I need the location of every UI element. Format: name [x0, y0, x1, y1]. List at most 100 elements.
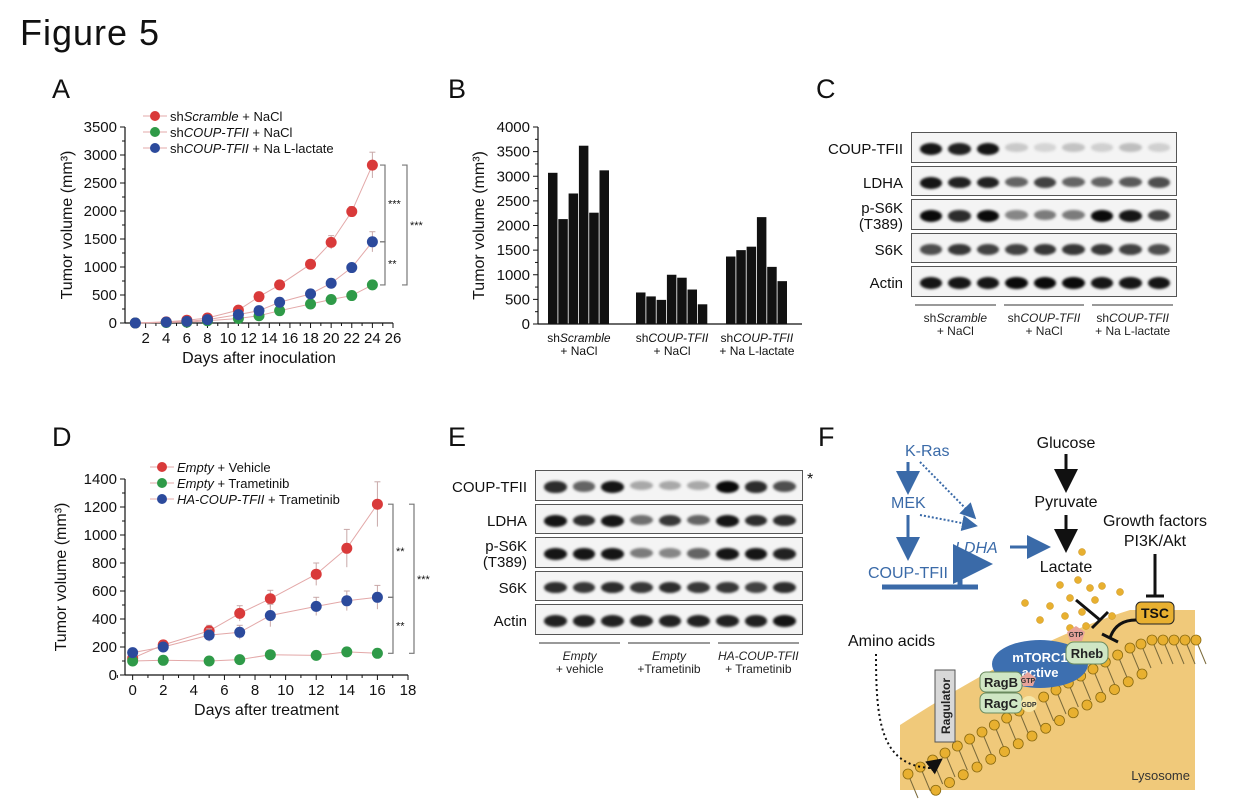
bar	[548, 172, 558, 324]
blot-band	[1005, 176, 1028, 188]
data-point	[346, 290, 358, 302]
blot-band	[1147, 277, 1170, 290]
blot-group-label-line2: +Trametinib	[637, 661, 701, 676]
blot-row-label: S6K	[498, 579, 527, 597]
blot-band	[920, 243, 943, 255]
data-point	[157, 641, 169, 653]
x-tick-label: 14	[261, 330, 278, 347]
data-point	[264, 649, 276, 661]
y-tick-label: 1500	[497, 242, 530, 259]
lactate-dot	[1078, 548, 1086, 556]
lipid-head	[1109, 684, 1120, 695]
blot-band	[1062, 143, 1085, 152]
lipid-head	[951, 740, 963, 752]
data-point	[366, 159, 378, 171]
blot-band	[1147, 176, 1170, 188]
data-point	[234, 607, 246, 619]
y-tick-label: 500	[505, 291, 530, 308]
y-axis-label: Tumor volume (mm³)	[59, 151, 76, 300]
legend-label: shCOUP-TFII + Na L-lactate	[170, 141, 334, 156]
data-point	[341, 542, 353, 554]
lipid-head	[1012, 738, 1024, 750]
ragulator-label: Ragulator	[939, 678, 953, 734]
legend-label: shCOUP-TFII + NaCl	[170, 125, 293, 140]
blot-strip	[911, 132, 1177, 163]
blot-band	[1147, 143, 1170, 152]
blot-band	[1033, 243, 1057, 255]
blot-band	[744, 514, 768, 527]
x-tick-label: 6	[220, 682, 228, 699]
blot-band	[920, 210, 943, 223]
y-tick-label: 3000	[497, 168, 530, 185]
blot-band	[744, 481, 768, 493]
blot-strip	[535, 537, 803, 568]
y-tick-label: 2500	[84, 175, 117, 192]
group-label: shCOUP-TFII	[636, 331, 709, 345]
blot-row-label: Actin	[493, 613, 527, 630]
data-point	[203, 629, 215, 641]
bar	[568, 193, 579, 324]
figure-title: Figure 5	[20, 12, 161, 53]
growth-factors-label: Growth factors	[1103, 513, 1207, 530]
blot-band	[544, 615, 567, 627]
data-point	[253, 291, 265, 303]
blot-strip	[911, 165, 1177, 196]
group-prefix: sh	[1096, 310, 1109, 325]
promoter-arrow-icon	[953, 544, 993, 587]
blot-row-label: LDHA	[486, 512, 527, 530]
data-point	[346, 262, 358, 274]
lactate-dot	[1082, 622, 1090, 630]
rheb-box	[1065, 641, 1109, 665]
x-tick-label: 8	[203, 330, 211, 347]
blot-band	[1119, 277, 1142, 290]
blot-band	[1090, 210, 1114, 223]
y-tick-label: 3500	[497, 144, 530, 161]
lactate-dot	[1066, 594, 1074, 602]
blot-band	[572, 581, 596, 593]
y-axis-label: Tumor volume (mm³)	[471, 151, 488, 300]
blot-band	[601, 481, 624, 494]
blot-band	[1119, 176, 1142, 188]
blot-band	[976, 210, 1000, 223]
blot-group-label: shScramble + NaCl	[911, 311, 1000, 338]
data-point	[341, 646, 353, 658]
gdp-label: GDP	[1021, 702, 1037, 709]
legend-marker	[157, 478, 167, 488]
x-tick-label: 4	[162, 330, 170, 347]
data-point	[274, 296, 286, 308]
legend-label: shScramble + NaCl	[170, 109, 282, 124]
blot-group-label-line1: shScramble	[911, 311, 1000, 325]
chart-b-tumor-volume-bars: 0 500 1000 1500 2000 2500 3000 3500 4000 Tumor vo…	[471, 119, 802, 358]
significance-label: **	[396, 546, 405, 558]
bar	[558, 219, 568, 324]
group-italic: COUP-TFII	[1020, 310, 1081, 325]
lactate-dot	[1078, 608, 1086, 616]
blot-band	[572, 481, 596, 492]
x-tick-label: 6	[183, 330, 191, 347]
bar	[697, 304, 708, 324]
legend-marker	[150, 127, 160, 137]
lactate-inhibit-line	[1075, 598, 1101, 622]
blot-band	[601, 514, 624, 527]
data-point	[127, 647, 139, 659]
blot-band	[716, 481, 739, 494]
bar	[687, 289, 697, 324]
blot-band	[1005, 210, 1028, 221]
data-point	[129, 317, 141, 329]
data-point	[371, 647, 383, 659]
tsc-rheb-inhibit-line	[1108, 618, 1137, 639]
blot-strip	[911, 199, 1177, 230]
blot-band	[1090, 143, 1114, 152]
x-tick-label: 20	[323, 330, 340, 347]
y-tick-label: 2500	[497, 193, 530, 210]
y-tick-label: 3500	[84, 119, 117, 136]
glucose-label: Glucose	[1037, 435, 1096, 452]
blot-band	[687, 481, 710, 491]
blot-group-label: Empty + vehicle	[535, 649, 624, 676]
lactate-dot	[1074, 576, 1082, 584]
y-tick-label: 2000	[497, 218, 530, 235]
significance-label: ***	[417, 574, 431, 586]
bar	[756, 217, 767, 324]
significance-bracket	[388, 503, 394, 598]
group-underline	[1003, 303, 1085, 306]
